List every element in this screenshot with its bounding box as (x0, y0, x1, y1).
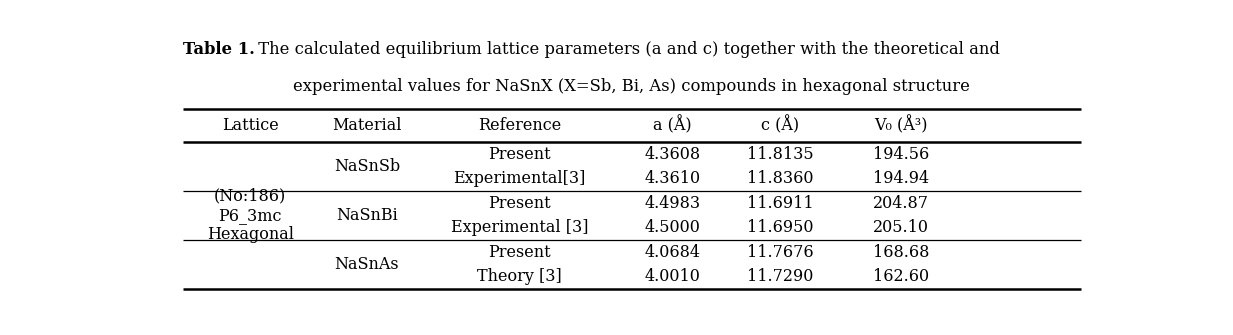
Text: NaSnBi: NaSnBi (337, 207, 398, 224)
Text: 162.60: 162.60 (873, 268, 930, 285)
Text: 4.0010: 4.0010 (645, 268, 700, 285)
Text: Theory [3]: Theory [3] (477, 268, 562, 285)
Text: Experimental[3]: Experimental[3] (454, 171, 586, 187)
Text: Lattice: Lattice (222, 117, 279, 134)
Text: a (Å): a (Å) (653, 116, 692, 135)
Text: Hexagonal: Hexagonal (207, 226, 293, 244)
Text: Material: Material (332, 117, 402, 134)
Text: 4.4983: 4.4983 (645, 195, 700, 212)
Text: 11.6950: 11.6950 (747, 219, 814, 237)
Text: (No:186): (No:186) (215, 188, 286, 205)
Text: 204.87: 204.87 (873, 195, 930, 212)
Text: NaSnAs: NaSnAs (334, 256, 399, 273)
Text: 168.68: 168.68 (873, 244, 930, 261)
Text: c (Å): c (Å) (761, 116, 799, 135)
Text: NaSnSb: NaSnSb (334, 158, 399, 175)
Text: 205.10: 205.10 (873, 219, 930, 237)
Text: Table 1.: Table 1. (182, 42, 255, 59)
Text: 4.3608: 4.3608 (645, 146, 700, 163)
Text: 11.7290: 11.7290 (747, 268, 814, 285)
Text: 11.8135: 11.8135 (747, 146, 814, 163)
Text: The calculated equilibrium lattice parameters (a and c) together with the theore: The calculated equilibrium lattice param… (253, 42, 1000, 59)
Text: 194.56: 194.56 (873, 146, 930, 163)
Text: experimental values for NaSnX (X=Sb, Bi, As) compounds in hexagonal structure: experimental values for NaSnX (X=Sb, Bi,… (293, 78, 970, 94)
Text: Experimental [3]: Experimental [3] (451, 219, 588, 237)
Text: 4.0684: 4.0684 (645, 244, 700, 261)
Text: 194.94: 194.94 (873, 171, 930, 187)
Text: 4.3610: 4.3610 (645, 171, 700, 187)
Text: Present: Present (488, 195, 551, 212)
Text: Reference: Reference (478, 117, 561, 134)
Text: 11.6911: 11.6911 (747, 195, 814, 212)
Text: Present: Present (488, 146, 551, 163)
Text: 11.7676: 11.7676 (747, 244, 814, 261)
Text: Present: Present (488, 244, 551, 261)
Text: 4.5000: 4.5000 (645, 219, 700, 237)
Text: V₀ (Å³): V₀ (Å³) (874, 116, 928, 135)
Text: 11.8360: 11.8360 (747, 171, 814, 187)
Text: P6_3mc: P6_3mc (218, 207, 282, 224)
